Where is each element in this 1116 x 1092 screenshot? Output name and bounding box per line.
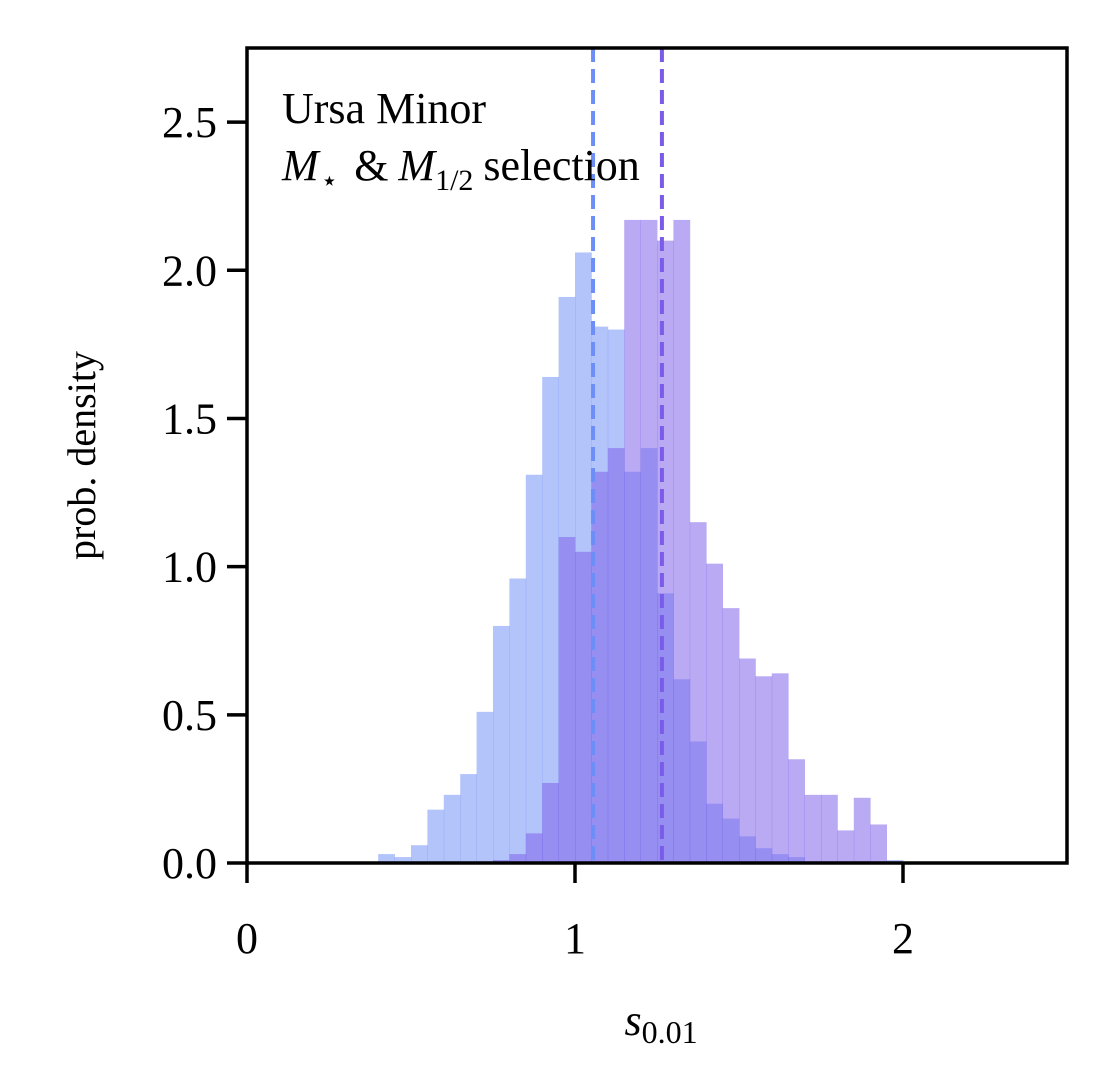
histogram-bar-series-2 [804,794,822,863]
x-axis-label: s0.01 [624,996,697,1050]
plot-frame [245,46,1069,865]
histogram-bars [378,219,904,864]
histogram-bar-series-2 [591,471,609,863]
reference-lines [591,48,664,863]
histogram-bar-series-2 [624,219,641,863]
y-axis-ticks: 0.0 0.5 1.0 1.5 2.0 2.5 [162,98,247,888]
histogram-bar-series-2 [821,794,838,863]
histogram-bar-series-1 [427,809,445,863]
histogram-bar-series-2 [853,797,871,863]
y-tick-label: 1.0 [162,543,217,592]
histogram-bar-series-2 [689,522,707,863]
histogram-bar-series-2 [575,551,592,863]
y-tick-label: 0.0 [162,839,217,888]
histogram-bar-series-2 [706,563,723,863]
histogram-bar-series-2 [739,658,756,863]
histogram-bar-series-2 [870,824,887,863]
histogram-bar-series-1 [509,578,527,863]
y-tick-label: 2.0 [162,246,217,295]
histogram-bar-series-2 [558,537,576,863]
histogram-bar-series-2 [542,782,559,863]
x-tick-label: 2 [892,914,914,963]
histogram-bar-series-1 [493,625,510,863]
histogram-bar-series-1 [443,794,461,863]
histogram-bar-series-2 [525,833,543,863]
annotation-galaxy-name: Ursa Minor [282,84,486,133]
histogram-bar-series-2 [509,854,527,863]
histogram-bar-series-1 [394,857,412,863]
histogram-bar-series-1 [525,474,543,863]
histogram-bar-series-2 [755,676,773,863]
histogram-bar-series-2 [837,830,855,863]
y-tick-label: 1.5 [162,394,217,443]
histogram-bar-series-1 [476,711,494,863]
histogram-bar-series-2 [722,608,740,863]
histogram-bar-series-1 [378,854,395,863]
y-tick-label: 0.5 [162,691,217,740]
y-tick-label: 2.5 [162,98,217,147]
histogram-bar-series-2 [771,673,789,863]
histogram-bar-series-2 [673,219,691,863]
histogram-bar-series-1 [542,376,559,863]
histogram-bar-series-2 [640,219,658,863]
histogram-bar-series-1 [460,774,477,863]
x-tick-label: 0 [236,914,258,963]
x-tick-label: 1 [564,914,586,963]
histogram-bar-series-2 [607,448,625,863]
y-axis-label: prob. density [59,351,104,560]
histogram-bar-series-1 [411,845,428,863]
x-axis-ticks: 0 1 2 [236,863,914,963]
annotation-selection: M⋆ & M1/2 selection [281,141,640,197]
histogram-bar-series-2 [657,240,674,863]
histogram-bar-series-2 [788,759,805,863]
